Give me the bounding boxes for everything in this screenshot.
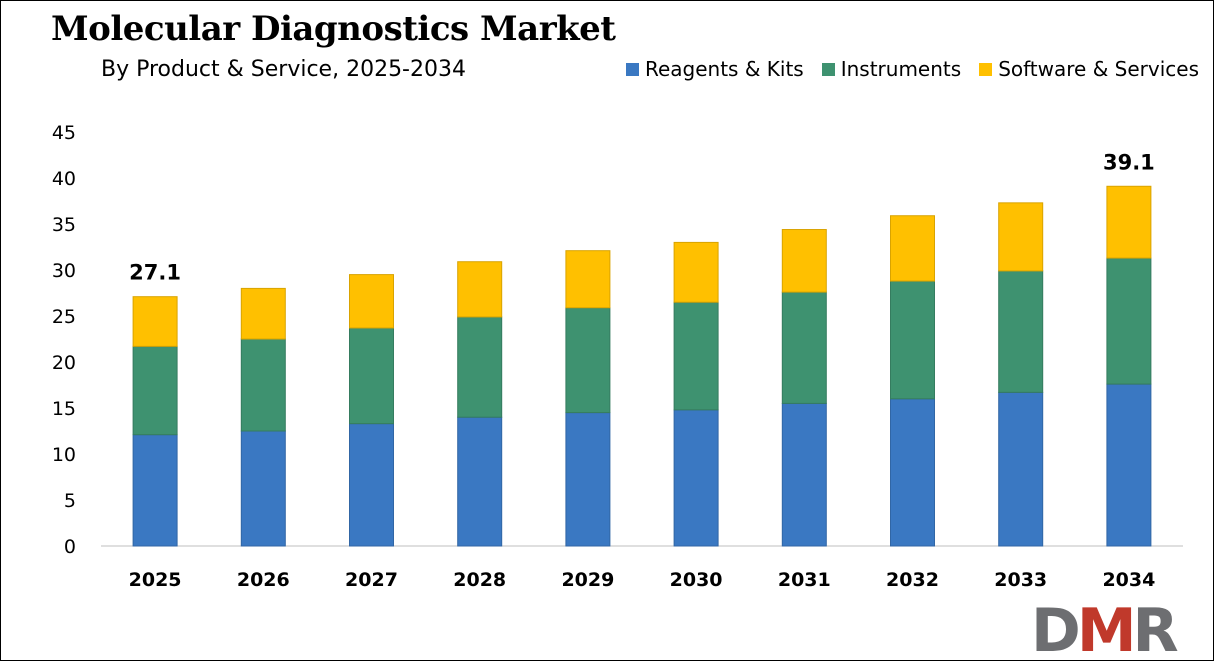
chart-subtitle: By Product & Service, 2025-2034	[101, 57, 466, 82]
bar-segment	[1106, 185, 1152, 259]
x-tick-label: 2034	[1102, 569, 1155, 591]
y-tick-label: 25	[52, 306, 76, 328]
y-tick-label: 30	[52, 260, 76, 282]
y-tick-label: 40	[52, 168, 76, 190]
bar-segment	[673, 241, 719, 303]
dmr-logo: DMR	[1031, 599, 1182, 657]
legend-item-reagents: Reagents & Kits	[625, 57, 804, 81]
data-label: 39.1	[1103, 150, 1155, 174]
x-tick-label: 2026	[237, 569, 290, 591]
bar-segment	[457, 416, 503, 547]
legend-label-software: Software & Services	[998, 57, 1199, 81]
legend-item-software: Software & Services	[979, 57, 1199, 81]
bar-segment	[349, 423, 394, 547]
y-tick-label: 20	[52, 352, 76, 374]
x-tick-label: 2025	[129, 569, 182, 591]
y-tick-label: 5	[64, 490, 76, 512]
legend-label-instruments: Instruments	[840, 57, 962, 81]
x-tick-label: 2029	[561, 569, 614, 591]
bar-segment	[240, 287, 286, 340]
x-tick-label: 2031	[778, 569, 831, 591]
legend-swatch-reagents	[625, 62, 639, 76]
x-tick-label: 2033	[994, 569, 1047, 591]
bar-segment	[781, 291, 827, 404]
y-tick-label: 15	[52, 398, 76, 420]
y-tick-label: 10	[52, 444, 76, 466]
legend-label-reagents: Reagents & Kits	[644, 57, 804, 81]
bar-segment	[890, 280, 935, 400]
bar-segment	[457, 316, 503, 418]
y-tick-label: 35	[52, 214, 76, 236]
bar-segment	[349, 327, 394, 425]
logo-letter-r: R	[1133, 599, 1178, 657]
svg-text:DMR: DMR	[1031, 599, 1178, 657]
legend-swatch-instruments	[821, 62, 835, 76]
bar-segment	[781, 402, 827, 547]
bar-segment	[240, 338, 286, 432]
logo-letter-m: M	[1077, 599, 1133, 657]
legend-swatch-software	[979, 62, 993, 76]
bar-segment	[998, 391, 1044, 547]
bar-segment	[565, 412, 611, 547]
bar-segment	[565, 250, 611, 309]
y-tick-label: 45	[52, 122, 76, 144]
bar-segment	[781, 229, 827, 293]
legend: Reagents & Kits Instruments Software & S…	[625, 57, 1199, 81]
bar-segment	[1106, 383, 1152, 547]
bar-segment	[1106, 257, 1152, 385]
data-label: 27.1	[129, 261, 181, 285]
x-tick-label: 2030	[670, 569, 723, 591]
x-tick-label: 2032	[886, 569, 939, 591]
bar-segment	[132, 434, 178, 547]
bar-segment	[890, 398, 935, 547]
bar-segment	[240, 430, 286, 547]
bar-segment	[890, 215, 935, 282]
y-tick-label: 0	[64, 536, 76, 558]
bar-segment	[673, 409, 719, 547]
chart-title: Molecular Diagnostics Market	[51, 9, 616, 49]
bar-segment	[998, 202, 1044, 272]
bar-segment	[998, 270, 1044, 393]
x-tick-label: 2027	[345, 569, 398, 591]
x-tick-label: 2028	[453, 569, 506, 591]
bar-segment	[132, 345, 178, 436]
bar-segment	[673, 301, 719, 411]
bar-segment	[565, 307, 611, 414]
bar-segment	[457, 261, 503, 318]
bar-segment	[349, 274, 394, 329]
logo-letter-d: D	[1031, 599, 1078, 657]
legend-item-instruments: Instruments	[821, 57, 962, 81]
bar-segment	[132, 296, 178, 347]
